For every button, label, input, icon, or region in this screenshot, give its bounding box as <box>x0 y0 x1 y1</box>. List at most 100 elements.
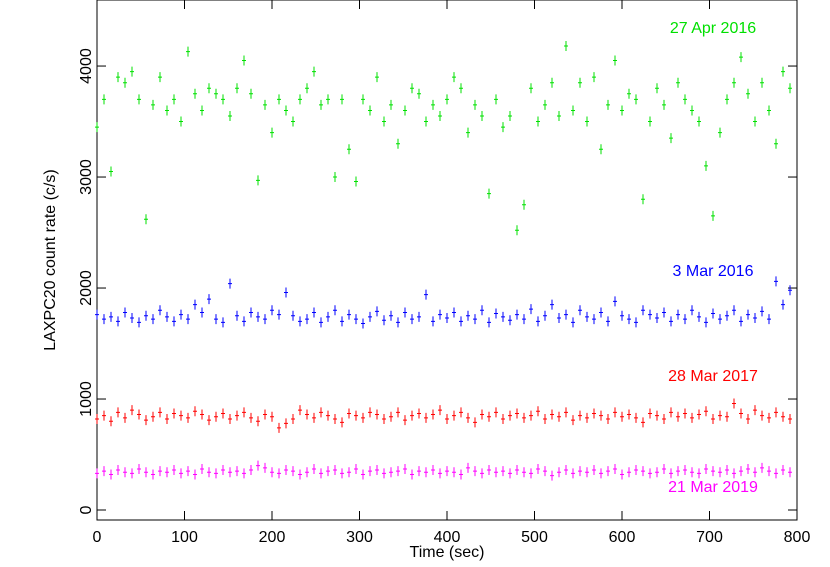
data-point <box>361 318 365 329</box>
data-point <box>725 411 729 422</box>
data-point <box>760 77 764 88</box>
data-point <box>536 116 540 127</box>
data-point <box>690 305 694 316</box>
x-tick-label: 300 <box>346 529 373 546</box>
data-point <box>697 311 701 322</box>
data-point <box>291 413 295 424</box>
data-point <box>466 412 470 423</box>
data-point <box>494 407 498 418</box>
data-point <box>382 315 386 326</box>
data-point <box>109 166 113 177</box>
data-point <box>109 469 113 480</box>
data-point <box>382 468 386 479</box>
data-point <box>634 465 638 476</box>
data-point <box>564 407 568 418</box>
data-point <box>312 412 316 423</box>
data-point <box>571 468 575 479</box>
data-point <box>585 311 589 322</box>
data-point <box>620 469 624 480</box>
data-point <box>459 83 463 94</box>
data-point <box>599 468 603 479</box>
data-point <box>333 172 337 183</box>
data-point <box>655 410 659 421</box>
data-point <box>522 412 526 423</box>
data-point <box>284 105 288 116</box>
data-point <box>704 463 708 474</box>
y-tick-label: 4000 <box>78 48 95 84</box>
data-point <box>340 468 344 479</box>
data-point <box>732 305 736 316</box>
data-point <box>634 94 638 105</box>
data-point <box>193 406 197 417</box>
data-point <box>641 417 645 428</box>
data-point <box>186 46 190 57</box>
data-point <box>214 88 218 99</box>
data-point <box>298 469 302 480</box>
data-point <box>725 310 729 321</box>
data-point <box>172 94 176 105</box>
data-point <box>256 175 260 186</box>
data-point <box>375 306 379 317</box>
data-point <box>683 314 687 325</box>
data-point <box>431 409 435 420</box>
data-point <box>382 116 386 127</box>
data-point <box>431 465 435 476</box>
data-point <box>508 315 512 326</box>
data-point <box>494 308 498 319</box>
data-point <box>571 317 575 328</box>
data-point <box>641 466 645 477</box>
data-point <box>669 133 673 144</box>
data-point <box>606 466 610 477</box>
data-point <box>473 466 477 477</box>
data-point <box>396 407 400 418</box>
data-point <box>648 309 652 320</box>
data-point <box>200 409 204 420</box>
y-tick-label: 3000 <box>78 159 95 195</box>
data-point <box>711 466 715 477</box>
data-point <box>606 413 610 424</box>
data-point <box>207 83 211 94</box>
data-point <box>445 94 449 105</box>
data-point <box>452 72 456 83</box>
data-point <box>480 110 484 121</box>
data-point <box>788 413 792 424</box>
data-point <box>627 314 631 325</box>
data-point <box>347 408 351 419</box>
data-point <box>333 465 337 476</box>
data-point <box>242 468 246 479</box>
data-point <box>781 66 785 77</box>
data-point <box>550 470 554 481</box>
data-point <box>767 466 771 477</box>
data-point <box>746 309 750 320</box>
data-point <box>284 287 288 298</box>
data-point <box>620 105 624 116</box>
data-point <box>235 83 239 94</box>
data-point <box>732 398 736 409</box>
data-point <box>200 463 204 474</box>
data-point <box>256 460 260 471</box>
data-point <box>375 465 379 476</box>
data-point <box>102 94 106 105</box>
data-point <box>158 305 162 316</box>
data-point <box>396 466 400 477</box>
data-point <box>774 276 778 287</box>
data-point <box>599 307 603 318</box>
data-point <box>634 317 638 328</box>
data-point <box>249 465 253 476</box>
data-point <box>438 309 442 320</box>
data-point <box>109 311 113 322</box>
x-tick-label: 500 <box>521 529 548 546</box>
data-point <box>487 188 491 199</box>
data-point <box>144 214 148 225</box>
data-point <box>557 467 561 478</box>
data-point <box>193 299 197 310</box>
data-point <box>186 466 190 477</box>
data-point <box>326 94 330 105</box>
data-point <box>158 466 162 477</box>
data-point <box>669 316 673 327</box>
data-point <box>515 465 519 476</box>
data-point <box>529 304 533 315</box>
data-point <box>466 127 470 138</box>
data-point <box>592 72 596 83</box>
data-point <box>760 462 764 473</box>
